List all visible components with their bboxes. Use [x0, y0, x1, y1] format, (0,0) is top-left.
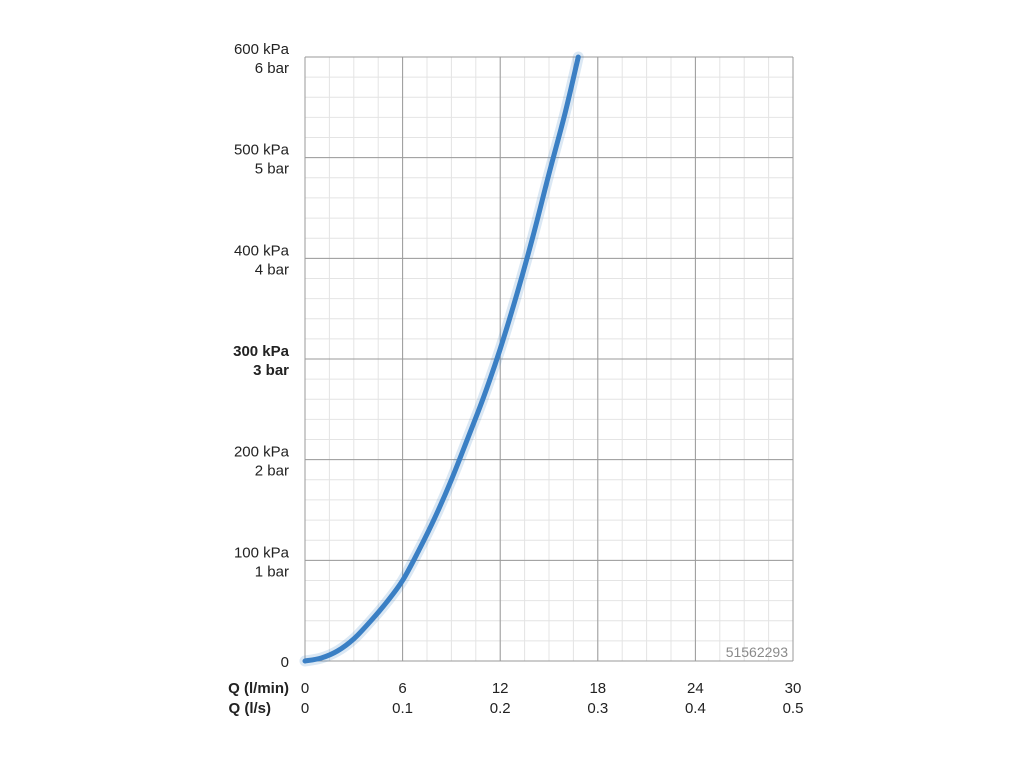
y-tick-label-zero: 0 — [281, 654, 289, 671]
x-tick-label-l-per-min: 18 — [589, 680, 606, 697]
y-axis-ticks: 600 kPa 6 bar 500 kPa 5 bar 400 kPa 4 bar 300 … — [233, 41, 290, 671]
x-axis-ticks: 0 0 6 0.1 12 0.2 18 0.3 24 0.4 30 0.5 — [301, 680, 804, 717]
product-code-annotation: 51562293 — [726, 644, 789, 660]
x-tick-label-l-per-min: 24 — [687, 680, 704, 697]
x-tick-label-l-per-min: 6 — [398, 680, 406, 697]
y-tick-label-kpa: 600 kPa — [234, 41, 290, 58]
y-tick-label-bar: 3 bar — [253, 362, 289, 379]
x-tick-label-l-per-min: 0 — [301, 680, 309, 697]
x-tick-label-l-per-s: 0.2 — [490, 700, 511, 717]
x-tick-label-l-per-s: 0.3 — [587, 700, 608, 717]
x-tick-label-l-per-s: 0.1 — [392, 700, 413, 717]
y-tick-label-bar: 1 bar — [255, 563, 289, 580]
y-tick-label-bar: 5 bar — [255, 161, 289, 178]
y-tick-label-kpa: 100 kPa — [234, 544, 290, 561]
x-axis-title-l-per-s: Q (l/s) — [228, 700, 271, 717]
y-tick-label-kpa: 200 kPa — [234, 444, 290, 461]
y-tick-label-kpa: 400 kPa — [234, 242, 290, 259]
x-tick-label-l-per-s: 0.4 — [685, 700, 706, 717]
x-tick-label-l-per-s: 0.5 — [783, 700, 804, 717]
x-tick-label-l-per-min: 12 — [492, 680, 509, 697]
y-tick-label-bar: 6 bar — [255, 60, 289, 77]
y-tick-label-bar: 2 bar — [255, 463, 289, 480]
series-layer — [299, 51, 584, 667]
y-tick-label-kpa: 500 kPa — [234, 142, 290, 159]
x-axis-title-l-per-min: Q (l/min) — [228, 680, 289, 697]
major-grid — [304, 56, 794, 662]
x-tick-label-l-per-min: 30 — [785, 680, 802, 697]
x-tick-label-l-per-s: 0 — [301, 700, 309, 717]
y-tick-label-kpa: 300 kPa — [233, 343, 290, 360]
y-tick-label-bar: 4 bar — [255, 261, 289, 278]
series-line — [302, 54, 581, 664]
